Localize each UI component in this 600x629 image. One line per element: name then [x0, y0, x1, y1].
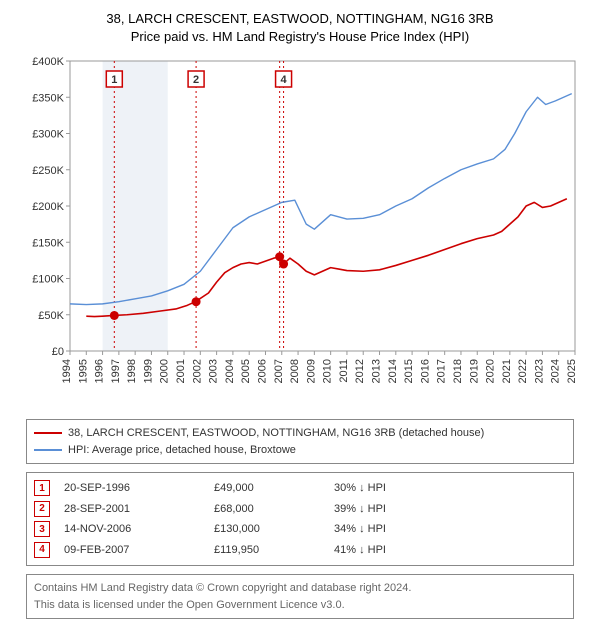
- x-tick-label: 2005: [240, 359, 252, 383]
- sale-date: 28-SEP-2001: [64, 501, 214, 518]
- chart-subtitle: Price paid vs. HM Land Registry's House …: [10, 28, 590, 46]
- legend-label: 38, LARCH CRESCENT, EASTWOOD, NOTTINGHAM…: [68, 425, 484, 442]
- legend-label: HPI: Average price, detached house, Brox…: [68, 442, 296, 459]
- chart: £0 £50K £100K £150K £200K £250K £300K £350K £400…: [20, 51, 580, 411]
- legend-swatch: [34, 449, 62, 451]
- sale-point: [110, 311, 119, 320]
- x-tick-label: 1996: [94, 359, 106, 383]
- sale-badge: 3: [34, 521, 50, 537]
- sale-price: £49,000: [214, 480, 334, 497]
- sales-table: 1 20-SEP-1996£49,00030% ↓ HPI 2 28-SEP-2001…: [26, 472, 574, 566]
- x-tick-label: 2020: [485, 359, 497, 383]
- sale-date: 09-FEB-2007: [64, 542, 214, 559]
- x-tick-label: 2009: [305, 359, 317, 383]
- sale-pct: 39% ↓ HPI: [334, 501, 386, 518]
- x-tick-label: 1995: [77, 359, 89, 383]
- y-tick-label: £50K: [38, 310, 64, 322]
- x-tick-label: 1999: [142, 359, 154, 383]
- x-tick-label: 2012: [354, 359, 366, 383]
- x-tick-label: 1994: [61, 359, 73, 383]
- x-tick-label: 2004: [224, 359, 236, 383]
- sale-pct: 30% ↓ HPI: [334, 480, 386, 497]
- sale-pct: 34% ↓ HPI: [334, 521, 386, 538]
- x-tick-label: 2025: [566, 359, 578, 383]
- title-block: 38, LARCH CRESCENT, EASTWOOD, NOTTINGHAM…: [10, 10, 590, 45]
- sale-date: 14-NOV-2006: [64, 521, 214, 538]
- x-tick-label: 2014: [387, 359, 399, 383]
- sale-point: [279, 260, 288, 269]
- y-tick-label: £400K: [32, 56, 64, 68]
- x-tick-label: 2022: [517, 359, 529, 383]
- legend-row: 38, LARCH CRESCENT, EASTWOOD, NOTTINGHAM…: [34, 425, 566, 442]
- x-tick-label: 2015: [403, 359, 415, 383]
- x-tick-label: 2006: [256, 359, 268, 383]
- x-tick-label: 2008: [289, 359, 301, 383]
- sale-marker-number: 2: [193, 74, 199, 86]
- sale-badge: 4: [34, 542, 50, 558]
- sale-row: 2 28-SEP-2001£68,00039% ↓ HPI: [34, 499, 566, 520]
- attribution-line: This data is licensed under the Open Gov…: [34, 597, 566, 614]
- x-tick-label: 2024: [550, 359, 562, 383]
- sale-marker-number: 4: [281, 74, 288, 86]
- x-tick-label: 2013: [371, 359, 383, 383]
- x-tick-label: 2021: [501, 359, 513, 383]
- y-tick-label: £0: [52, 346, 64, 358]
- sale-row: 4 09-FEB-2007£119,95041% ↓ HPI: [34, 540, 566, 561]
- legend-swatch: [34, 432, 62, 434]
- sale-point: [192, 297, 201, 306]
- background-band: [103, 61, 168, 351]
- x-tick-label: 2016: [419, 359, 431, 383]
- x-tick-label: 2003: [208, 359, 220, 383]
- legend-row: HPI: Average price, detached house, Brox…: [34, 442, 566, 459]
- x-tick-label: 2007: [273, 359, 285, 383]
- y-tick-label: £200K: [32, 201, 64, 213]
- attribution: Contains HM Land Registry data © Crown c…: [26, 574, 574, 619]
- x-tick-label: 2023: [533, 359, 545, 383]
- x-tick-label: 2018: [452, 359, 464, 383]
- y-tick-label: £250K: [32, 165, 64, 177]
- sale-marker-number: 1: [111, 74, 117, 86]
- sale-price: £130,000: [214, 521, 334, 538]
- y-tick-label: £150K: [32, 237, 64, 249]
- x-tick-label: 2001: [175, 359, 187, 383]
- x-tick-label: 2011: [338, 359, 350, 383]
- chart-svg: £0 £50K £100K £150K £200K £250K £300K £350K £400…: [20, 51, 580, 411]
- sale-date: 20-SEP-1996: [64, 480, 214, 497]
- sale-price: £68,000: [214, 501, 334, 518]
- sale-pct: 41% ↓ HPI: [334, 542, 386, 559]
- sale-price: £119,950: [214, 542, 334, 559]
- x-tick-label: 1997: [110, 359, 122, 383]
- x-tick-label: 2017: [436, 359, 448, 383]
- x-tick-label: 2002: [191, 359, 203, 383]
- y-tick-label: £350K: [32, 92, 64, 104]
- sale-badge: 2: [34, 501, 50, 517]
- chart-title: 38, LARCH CRESCENT, EASTWOOD, NOTTINGHAM…: [10, 10, 590, 28]
- x-tick-label: 1998: [126, 359, 138, 383]
- x-tick-label: 2000: [159, 359, 171, 383]
- y-tick-label: £300K: [32, 129, 64, 141]
- x-tick-label: 2019: [468, 359, 480, 383]
- sale-row: 1 20-SEP-1996£49,00030% ↓ HPI: [34, 478, 566, 499]
- y-tick-label: £100K: [32, 274, 64, 286]
- sale-row: 3 14-NOV-2006£130,00034% ↓ HPI: [34, 519, 566, 540]
- attribution-line: Contains HM Land Registry data © Crown c…: [34, 580, 566, 597]
- sale-badge: 1: [34, 480, 50, 496]
- x-tick-label: 2010: [322, 359, 334, 383]
- legend: 38, LARCH CRESCENT, EASTWOOD, NOTTINGHAM…: [26, 419, 574, 464]
